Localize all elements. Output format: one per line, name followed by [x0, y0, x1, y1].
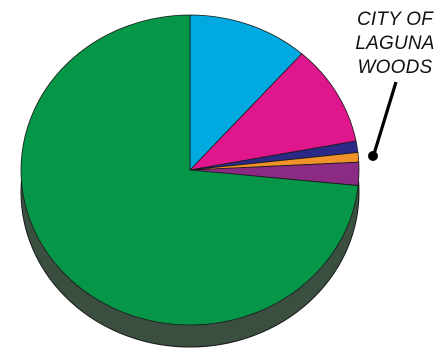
callout-line-2: LAGUNA: [355, 33, 434, 54]
callout-leader-dot: [368, 151, 378, 161]
pie-slice-1: [189, 14, 303, 171]
pie-slice-2: [189, 53, 357, 171]
callout-line-3: WOODS: [358, 57, 433, 78]
pie-slices-group: [20, 14, 360, 326]
callout-group: CITY OF LAGUNA WOODS: [355, 9, 434, 161]
pie-slice-6: [20, 14, 359, 326]
callout-line-1: CITY OF: [357, 9, 434, 30]
callout-leader-line: [372, 81, 398, 155]
